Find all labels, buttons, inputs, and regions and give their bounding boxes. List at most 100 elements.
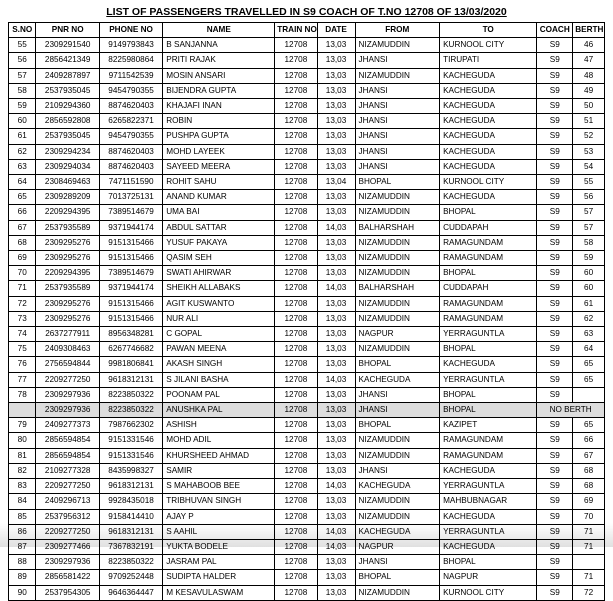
table-row: 8424092967139928435018TRIBHUVAN SINGH127… [9,494,605,509]
cell: 9151315466 [99,296,162,311]
table-row: 7125379355899371944174SHEIKH ALLABAKS127… [9,281,605,296]
table-row: 7524093084636267746682PAWAN MEENA1270813… [9,342,605,357]
cell: 68 [9,235,36,250]
cell: 80 [9,433,36,448]
cell: S9 [537,38,573,53]
cell: KACHEGUDA [440,144,537,159]
cell: 9151315466 [99,311,162,326]
cell: 2409287897 [36,68,99,83]
cell: JHANSI [355,53,440,68]
cell: 66 [573,433,605,448]
cell: 13,03 [317,555,355,570]
cell: KACHEGUDA [440,68,537,83]
cell: RAMAGUNDAM [440,448,537,463]
cell: 57 [573,220,605,235]
cell: NIZAMUDDIN [355,494,440,509]
cell: 54 [573,159,605,174]
cell: KACHEGUDA [440,159,537,174]
cell: JHANSI [355,555,440,570]
cell: 8874620403 [99,159,162,174]
cell: 2856592808 [36,114,99,129]
cell: 13,03 [317,463,355,478]
cell: 2537935045 [36,129,99,144]
cell: SWATI AHIRWAR [163,266,275,281]
cell: 69 [573,494,605,509]
cell: S9 [537,296,573,311]
cell: B SANJANNA [163,38,275,53]
cell: KACHEGUDA [355,372,440,387]
table-row: 5523092915409149793843B SANJANNA1270813,… [9,38,605,53]
cell: KACHEGUDA [440,509,537,524]
cell: NIZAMUDDIN [355,205,440,220]
cell: 2209277250 [36,479,99,494]
cell: 62 [573,311,605,326]
cell: JHANSI [355,83,440,98]
cell: 9709252448 [99,570,162,585]
cell: S MAHABOOB BEE [163,479,275,494]
cell: 9151315466 [99,251,162,266]
cell: 12708 [275,479,317,494]
cell [9,403,36,418]
cell: 84 [9,494,36,509]
cell: 63 [9,159,36,174]
cell: 12708 [275,144,317,159]
cell: 8223850322 [99,403,162,418]
cell: 7987662302 [99,418,162,433]
cell: 12708 [275,190,317,205]
cell: 13,03 [317,129,355,144]
cell: 12708 [275,463,317,478]
cell: 60 [9,114,36,129]
cell: 2309294234 [36,144,99,159]
cell: ROBIN [163,114,275,129]
cell: 13,03 [317,68,355,83]
cell: UMA BAI [163,205,275,220]
table-row: 6923092952769151315466QASIM SEH1270813,0… [9,251,605,266]
cell: 86 [9,524,36,539]
cell: 82 [9,463,36,478]
cell: S9 [537,68,573,83]
cell: 13,03 [317,235,355,250]
cell: 12708 [275,220,317,235]
cell: S9 [537,99,573,114]
col-pnr: PNR NO [36,23,99,38]
cell: JHANSI [355,114,440,129]
cell: KACHEGUDA [440,129,537,144]
cell: 58 [573,235,605,250]
cell: 67 [9,220,36,235]
cell: YERRAGUNTLA [440,524,537,539]
cell: 69 [9,251,36,266]
cell: 13,03 [317,311,355,326]
cell: C GOPAL [163,327,275,342]
cell: JHANSI [355,99,440,114]
col-coach: COACH [537,23,573,38]
cell: 2309289209 [36,190,99,205]
table-row: 6125379350459454790355PUSHPA GUPTA127081… [9,129,605,144]
cell: 56 [573,190,605,205]
cell: S9 [537,175,573,190]
cell: BHOPAL [440,342,537,357]
cell: 7471151590 [99,175,162,190]
cell: S9 [537,433,573,448]
cell: 12708 [275,129,317,144]
cell: 12708 [275,159,317,174]
cell: 13,03 [317,433,355,448]
cell: 71 [573,570,605,585]
cell: 12708 [275,68,317,83]
table-row: 5921092943608874620403KHAJAFI INAN127081… [9,99,605,114]
table-row-highlight: 23092979368223850322ANUSHKA PAL1270813,0… [9,403,605,418]
cell: NAGPUR [355,539,440,554]
cell: S9 [537,494,573,509]
cell: KURNOOL CITY [440,175,537,190]
cell: BHOPAL [440,387,537,402]
cell: 12708 [275,53,317,68]
cell: KHAJAFI INAN [163,99,275,114]
cell: 89 [9,570,36,585]
cell: 7013725131 [99,190,162,205]
cell: 12708 [275,524,317,539]
cell: 64 [573,342,605,357]
cell: 13,03 [317,585,355,600]
cell: NIZAMUDDIN [355,585,440,600]
cell [573,387,605,402]
cell: 9149793843 [99,38,162,53]
cell: 13,03 [317,251,355,266]
